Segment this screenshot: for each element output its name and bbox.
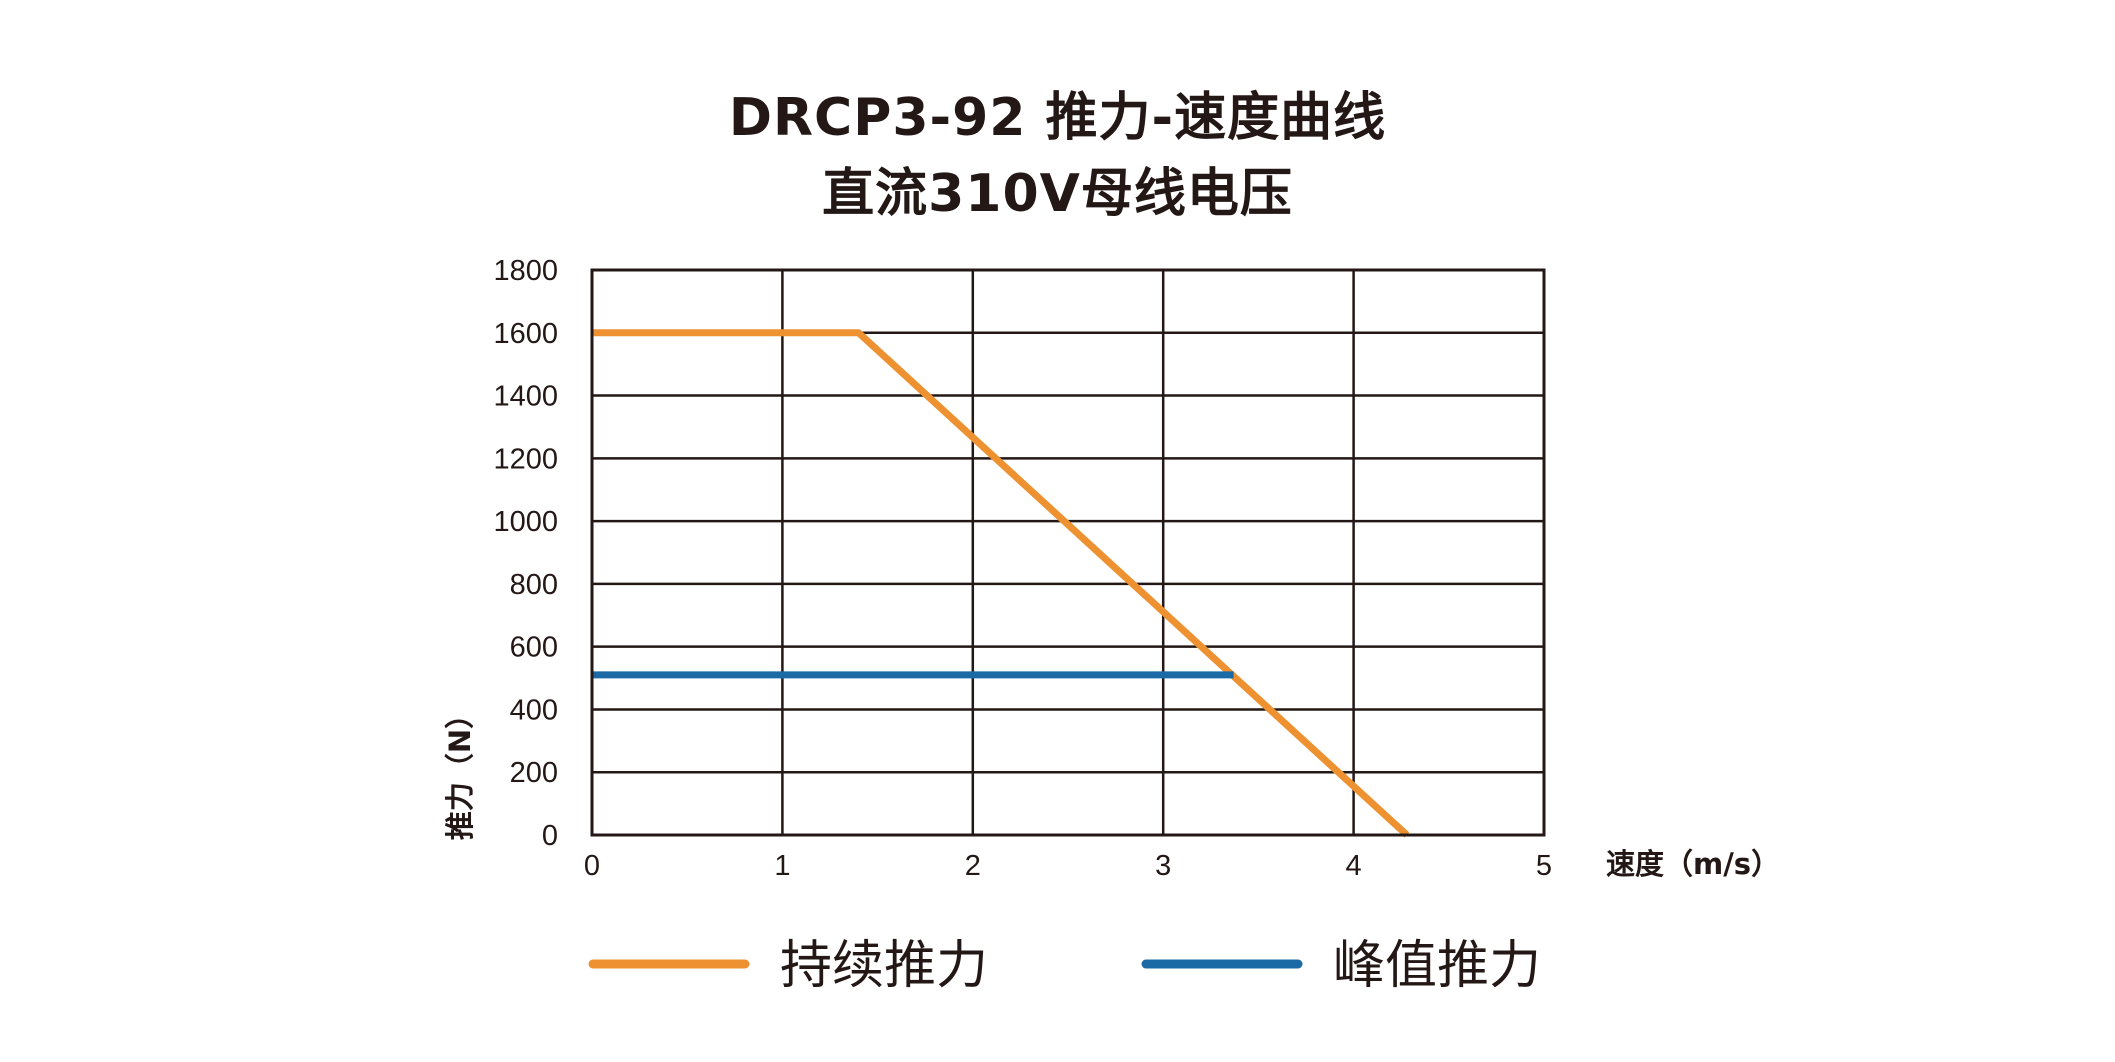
- x-tick-label: 3: [1155, 850, 1171, 882]
- y-tick-label: 1800: [493, 255, 558, 287]
- y-axis-label: 推力（N）: [443, 700, 477, 840]
- x-tick-label: 2: [965, 850, 981, 882]
- x-tick-label: 0: [584, 850, 600, 882]
- y-tick-label: 200: [510, 757, 558, 789]
- y-tick-label: 0: [542, 820, 558, 852]
- y-tick-label: 600: [510, 632, 558, 664]
- x-tick-label: 5: [1536, 850, 1552, 882]
- chart-title: DRCP3-92 推力-速度曲线: [728, 88, 1387, 148]
- chart-ticks: 0 200 400 600 800 1000 1200 1400 1600 1800 0 1 2 3 4 5: [493, 255, 1552, 882]
- chart-grid: [592, 270, 1544, 835]
- chart-subtitle: 直流310V母线电压: [822, 164, 1293, 224]
- x-tick-label: 1: [774, 850, 790, 882]
- chart-frame: [590, 268, 1546, 837]
- chart-title-block: DRCP3-92 推力-速度曲线 直流310V母线电压: [0, 80, 2115, 232]
- x-tick-label: 4: [1346, 850, 1362, 882]
- chart-legend: 持续推力 峰值推力: [588, 936, 1541, 996]
- chart-series: [592, 329, 1410, 838]
- y-tick-label: 1600: [493, 318, 558, 350]
- legend-label-2: 峰值推力: [1333, 936, 1541, 996]
- y-tick-label: 1000: [493, 506, 558, 538]
- y-tick-label: 800: [510, 569, 558, 601]
- x-axis-label: 速度（m/s）: [1606, 847, 1780, 881]
- plot-frame: [590, 268, 1546, 837]
- y-tick-label: 1200: [493, 443, 558, 475]
- series-line-1: [592, 329, 1410, 838]
- y-tick-label: 400: [510, 694, 558, 726]
- legend-label-1: 持续推力: [780, 936, 988, 996]
- y-tick-label: 1400: [493, 381, 558, 413]
